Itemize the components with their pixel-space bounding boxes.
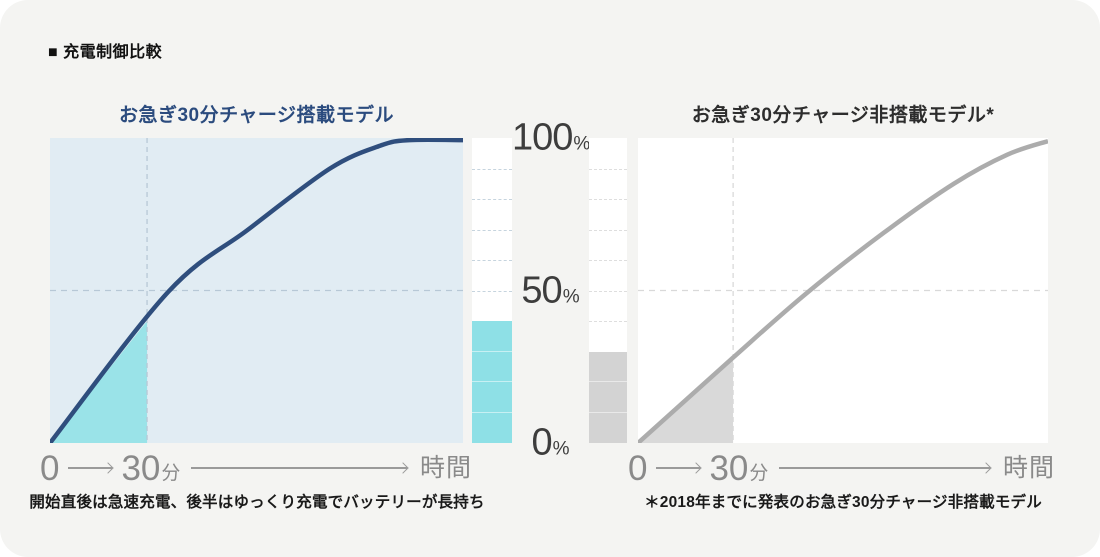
gauge-gridline — [472, 168, 512, 170]
gauge-fill — [472, 321, 512, 443]
x-axis-fastcharge: 0 30 分 時間 — [40, 447, 472, 489]
section-heading: ■ 充電制御比較 — [48, 44, 163, 61]
gauge-gridline — [589, 199, 627, 200]
x-tick-30: 30 — [121, 448, 161, 488]
gauge-gridline — [472, 290, 512, 292]
chart-title-fastcharge-model: お急ぎ30分チャージ搭載モデル — [118, 105, 395, 126]
gauge-divider — [472, 381, 512, 382]
y-axis-label-50: 50% — [521, 269, 580, 311]
fastcharge-line-chart — [50, 138, 463, 443]
fastcharge-curve — [50, 138, 463, 443]
x-tick-30-unit: 分 — [749, 462, 769, 484]
gauge-gridline — [472, 260, 512, 261]
caption-standard: ＊2018年までに発表のお急ぎ30分チャージ非搭載モデル — [644, 494, 1042, 511]
arrow-right-icon — [779, 467, 990, 469]
x-tick-30-unit: 分 — [161, 462, 181, 484]
gauge-gridline — [589, 229, 627, 231]
chart-title-standard-model: お急ぎ30分チャージ非搭載モデル* — [691, 105, 995, 126]
y-axis-label-100: 100% — [512, 116, 591, 159]
gauge-fill — [589, 351, 627, 443]
battery-gauge-standard — [589, 138, 627, 443]
x-axis-time-label: 時間 — [419, 453, 472, 482]
gauge-gridline — [589, 321, 627, 322]
y-axis-label-0: 0% — [531, 421, 570, 464]
battery-gauge-fastcharge — [472, 138, 512, 443]
gauge-gridline — [589, 168, 627, 170]
x-tick-30: 30 — [709, 448, 749, 488]
caption-fastcharge: 開始直後は急速充電、後半はゆっくり充電でバッテリーが長持ち — [29, 494, 485, 511]
x-tick-zero: 0 — [628, 448, 648, 488]
arrow-right-icon — [656, 467, 701, 469]
standard-line-chart — [638, 138, 1048, 443]
gauge-gridline — [589, 290, 627, 292]
arrow-right-icon — [68, 467, 113, 469]
gauge-divider — [472, 411, 512, 413]
gauge-divider — [589, 411, 627, 413]
x-axis-time-label: 時間 — [1002, 453, 1055, 482]
y-axis: 100% 50% 0% — [512, 117, 590, 464]
x-tick-zero: 0 — [40, 448, 60, 488]
arrow-right-icon — [191, 467, 407, 469]
standard-curve — [638, 138, 1048, 443]
gauge-gridline — [472, 229, 512, 231]
gauge-gridline — [472, 199, 512, 200]
x-axis-standard: 0 30 分 時間 — [628, 447, 1055, 489]
gauge-gridline — [589, 260, 627, 261]
gauge-divider — [589, 381, 627, 382]
gauge-divider — [472, 350, 512, 352]
